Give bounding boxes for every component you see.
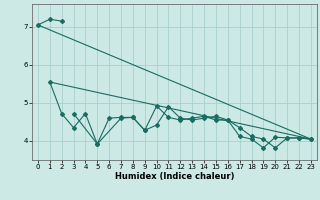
X-axis label: Humidex (Indice chaleur): Humidex (Indice chaleur): [115, 172, 234, 181]
